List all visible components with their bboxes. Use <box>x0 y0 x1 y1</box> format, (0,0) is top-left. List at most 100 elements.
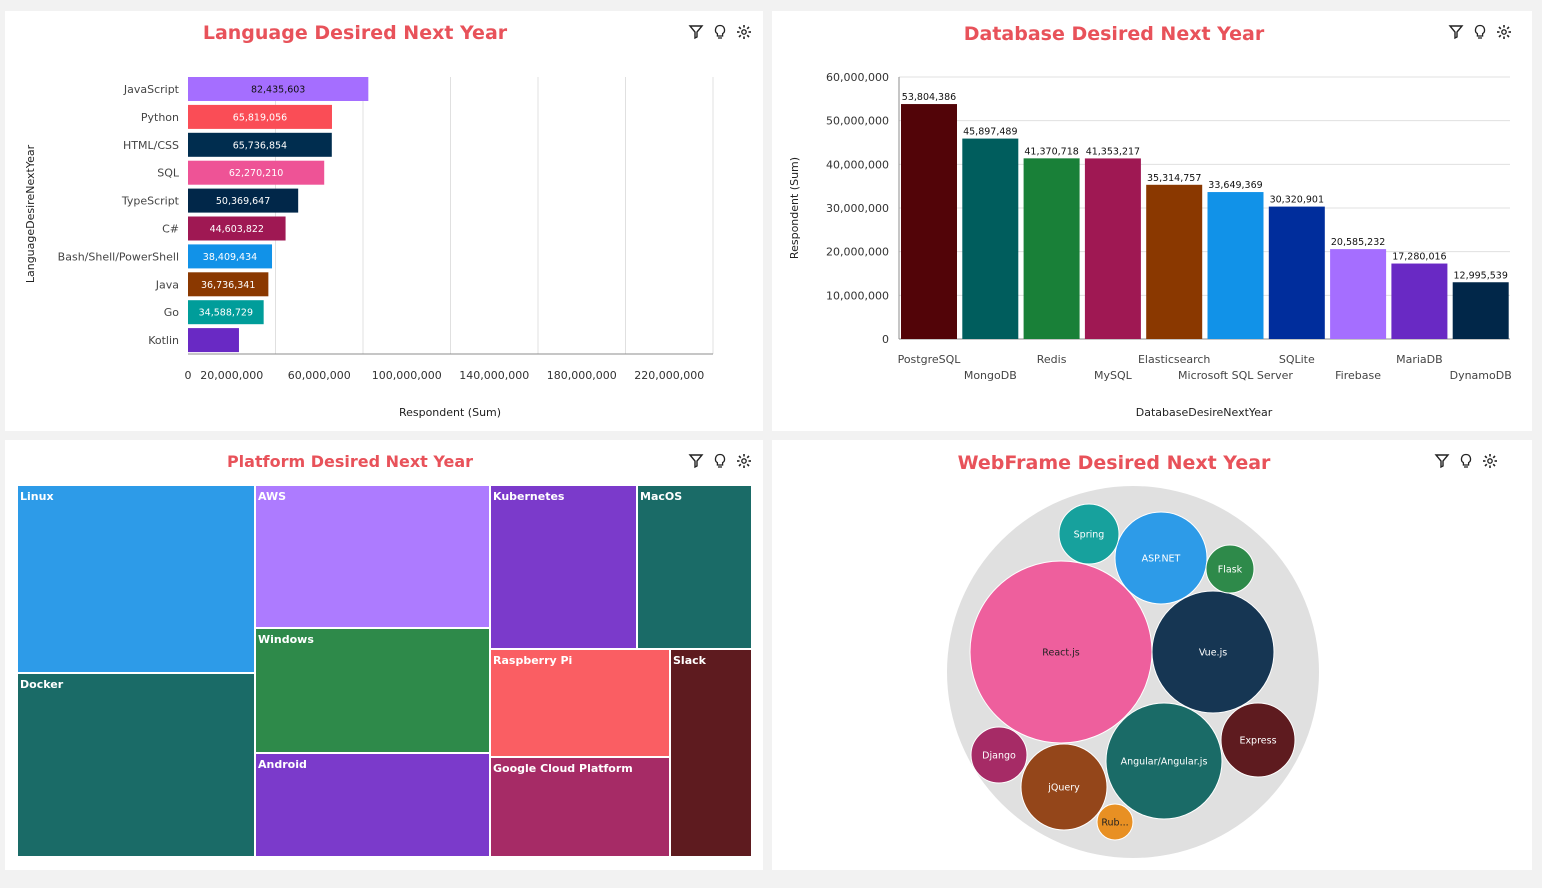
treemap-cell[interactable]: Kubernetes <box>490 485 637 649</box>
language-chart-panel: Language Desired Next Year 0 20,000,000 60… <box>5 11 763 431</box>
bar <box>188 77 369 101</box>
x-tick-label: MySQL <box>1094 369 1133 382</box>
treemap-cell[interactable]: Linux <box>17 485 255 673</box>
bubble <box>1105 702 1223 820</box>
x-tick-label: PostgreSQL <box>898 353 962 366</box>
settings-icon[interactable] <box>736 453 752 469</box>
bar <box>1023 158 1080 339</box>
treemap-cell[interactable]: Raspberry Pi <box>490 649 670 757</box>
lightbulb-icon[interactable] <box>1472 24 1488 40</box>
bubble <box>970 726 1028 784</box>
data-label: 36,736,341 <box>201 280 255 291</box>
y-tick-label: SQL <box>157 167 180 180</box>
chart-title: Database Desired Next Year <box>963 23 1265 45</box>
bar <box>188 300 264 325</box>
settings-icon[interactable] <box>736 24 752 40</box>
y-tick-label: Java <box>155 278 179 291</box>
x-axis-title: Respondent (Sum) <box>399 406 501 419</box>
data-label: 33,649,369 <box>1208 180 1262 191</box>
bar <box>1268 206 1325 339</box>
treemap-cell[interactable]: Slack <box>670 649 752 857</box>
language-bar-chart: 0 20,000,000 60,000,000 100,000,000 140,000,… <box>24 77 714 419</box>
bar <box>188 328 239 353</box>
chart-title: Language Desired Next Year <box>202 22 508 44</box>
data-label: 41,353,217 <box>1086 146 1140 157</box>
treemap-cell[interactable]: Google Cloud Platform <box>490 757 670 857</box>
x-tick-label: DynamoDB <box>1450 369 1512 382</box>
treemap-cell[interactable]: MacOS <box>637 485 752 649</box>
filter-icon[interactable] <box>688 24 704 40</box>
y-tick-label: 0 <box>882 333 889 346</box>
data-label: 34,588,729 <box>199 308 253 319</box>
treemap-cell[interactable]: AWS <box>255 485 490 628</box>
x-tick-label: Elasticsearch <box>1138 353 1210 366</box>
x-tick-label: MongoDB <box>964 369 1017 382</box>
data-label: 41,370,718 <box>1024 146 1078 157</box>
data-label: 82,435,603 <box>251 85 305 96</box>
chart-toolbar <box>1434 453 1498 469</box>
treemap-label: Google Cloud Platform <box>493 762 633 775</box>
x-tick-label: Redis <box>1037 353 1067 366</box>
bubble-label: Spring <box>1074 530 1105 541</box>
bubble-label: Flask <box>1218 565 1243 576</box>
y-tick-label: 40,000,000 <box>826 158 889 171</box>
x-tick-label: MariaDB <box>1396 353 1443 366</box>
bubble <box>1058 503 1120 565</box>
database-bar-chart: 0 10,000,000 20,000,000 30,000,000 40,000,00… <box>788 71 1512 419</box>
x-tick-label: Microsoft SQL Server <box>1178 369 1293 382</box>
treemap-label: MacOS <box>640 490 683 503</box>
y-tick-label: Bash/Shell/PowerShell <box>58 250 179 263</box>
data-label: 53,804,386 <box>902 92 956 103</box>
treemap-label: Android <box>258 758 307 771</box>
bar <box>1146 184 1203 339</box>
database-chart-panel: Database Desired Next Year 0 10,000,000 20… <box>772 11 1532 431</box>
filter-icon[interactable] <box>1448 24 1464 40</box>
bar <box>962 138 1019 339</box>
x-tick-label: 100,000,000 <box>372 369 442 382</box>
x-tick-label: 60,000,000 <box>288 369 351 382</box>
bar <box>188 160 325 185</box>
bar <box>1330 249 1387 339</box>
settings-icon[interactable] <box>1482 453 1498 469</box>
lightbulb-icon[interactable] <box>712 24 728 40</box>
treemap-cell[interactable]: Android <box>255 753 490 857</box>
filter-icon[interactable] <box>688 453 704 469</box>
y-tick-label: 20,000,000 <box>826 246 889 259</box>
bar <box>188 272 269 297</box>
x-axis-title: DatabaseDesireNextYear <box>1136 406 1273 419</box>
lightbulb-icon[interactable] <box>1458 453 1474 469</box>
bar <box>188 104 332 129</box>
x-tick-label: Firebase <box>1335 369 1381 382</box>
y-tick-label: Python <box>141 111 179 124</box>
bar <box>901 104 957 339</box>
bubble <box>1114 511 1208 605</box>
y-tick-label: 60,000,000 <box>826 71 889 84</box>
bubble <box>1220 702 1296 778</box>
treemap-cell[interactable]: Windows <box>255 628 490 753</box>
x-tick-label: 0 <box>185 369 192 382</box>
y-tick-label: 30,000,000 <box>826 202 889 215</box>
data-label: 30,320,901 <box>1270 195 1324 206</box>
bar <box>188 132 332 157</box>
lightbulb-icon[interactable] <box>712 453 728 469</box>
bar <box>1207 192 1264 339</box>
y-tick-label: HTML/CSS <box>123 139 179 152</box>
webframe-chart-panel: WebFrame Desired Next Year React.js Vue.j… <box>772 440 1532 870</box>
filter-icon[interactable] <box>1434 453 1450 469</box>
treemap-label: Linux <box>20 490 54 503</box>
bubble <box>1205 544 1255 594</box>
bar <box>188 244 273 269</box>
settings-icon[interactable] <box>1496 24 1512 40</box>
treemap-label: Docker <box>20 678 64 691</box>
bubble-label: React.js <box>1042 648 1079 659</box>
data-label: 45,897,489 <box>963 127 1017 138</box>
data-label: 12,995,539 <box>1453 270 1507 281</box>
chart-title: Platform Desired Next Year <box>226 452 474 471</box>
y-tick-label: C# <box>162 223 179 236</box>
bubble-label: Angular/Angular.js <box>1121 757 1208 768</box>
treemap-label: AWS <box>258 490 287 503</box>
bubble-label: Express <box>1239 736 1276 747</box>
treemap-cell[interactable]: Docker <box>17 673 255 857</box>
bubble-label: ASP.NET <box>1142 554 1181 565</box>
data-label: 62,270,210 <box>229 168 283 179</box>
